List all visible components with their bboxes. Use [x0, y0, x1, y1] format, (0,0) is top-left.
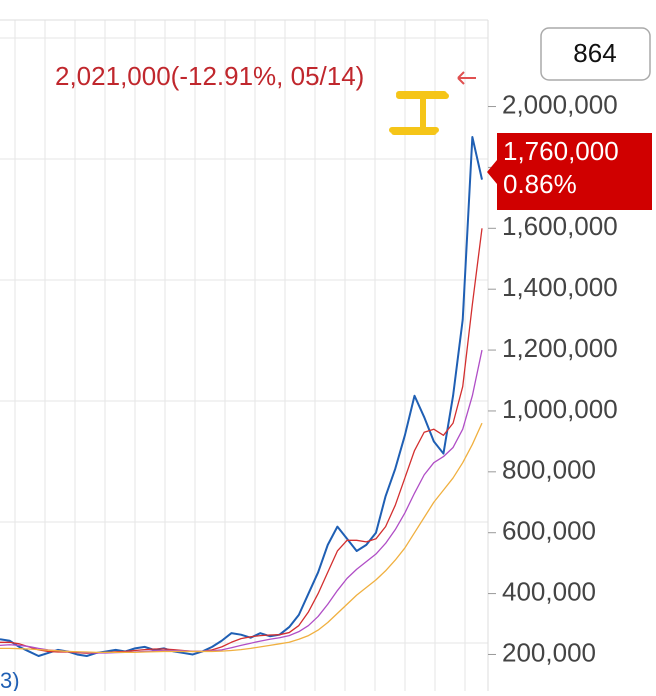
series-line	[0, 228, 483, 654]
y-tick-label: 800,000	[502, 455, 596, 485]
y-tick-label: 2,000,000	[502, 89, 618, 119]
grid	[0, 20, 488, 691]
y-axis: 200,000 400,000 600,000 800,000 1,000,000 1,2…	[488, 89, 618, 667]
y-tick-label: 1,000,000	[502, 394, 618, 424]
price-tag	[487, 133, 652, 210]
legend-fragment: 3)	[0, 668, 20, 691]
series-line	[0, 349, 483, 654]
counter[interactable]: 864	[573, 38, 616, 68]
annotation: 2,021,000(-12.91%, 05/14)	[55, 61, 364, 91]
highlighter	[389, 91, 449, 135]
lines	[0, 135, 483, 657]
y-tick-label: 1,400,000	[502, 272, 618, 302]
counter-box[interactable]	[540, 27, 651, 81]
y-tick-label: 600,000	[502, 516, 596, 546]
y-tick-label: 400,000	[502, 576, 596, 606]
series-line	[0, 422, 483, 653]
change-label: 0.86%	[503, 169, 577, 199]
y-tick-label: 1,600,000	[502, 211, 618, 241]
y-tick-label: 200,000	[502, 637, 596, 667]
price-label: 1,760,000	[503, 136, 619, 166]
annotation-arrow	[457, 71, 476, 85]
y-tick-label: 1,200,000	[502, 333, 618, 363]
series-line	[0, 135, 483, 657]
